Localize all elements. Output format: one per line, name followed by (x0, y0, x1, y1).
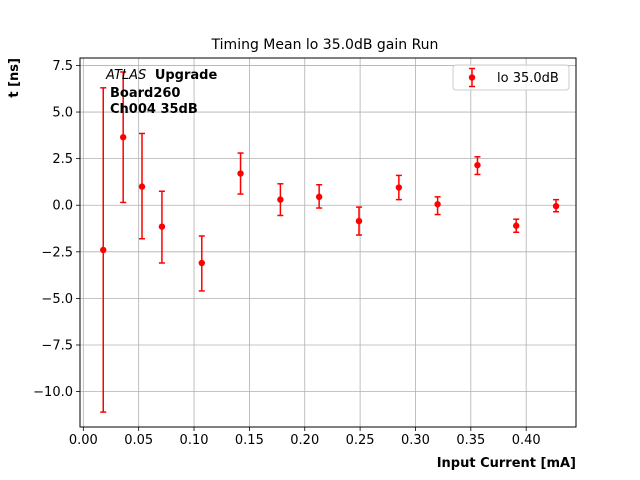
data-point (138, 132, 146, 240)
data-marker (198, 259, 205, 267)
x-ticks: 0.00 0.05 0.10 0.15 0.20 0.25 0.30 0.35 0.40 (69, 427, 541, 448)
data-marker (119, 134, 127, 141)
data-point (277, 183, 284, 217)
data-marker (100, 246, 107, 254)
data-point (158, 190, 166, 264)
data-point (119, 71, 127, 204)
data-point (237, 152, 244, 195)
y-tick-label: −7.5 (41, 339, 73, 354)
data-point (100, 87, 107, 413)
y-tick-label: 2.5 (52, 152, 73, 167)
data-marker (315, 193, 323, 201)
data-point (395, 174, 403, 201)
x-axis-label: Input Current [mA] (437, 456, 576, 471)
svg-text:ATLAS Upgrade: ATLAS Upgrade (105, 68, 217, 83)
legend-label: lo 35.0dB (497, 71, 559, 86)
legend-box (452, 64, 570, 91)
x-tick-label: 0.00 (69, 433, 98, 448)
data-point (355, 206, 363, 236)
x-tick-label: 0.20 (290, 433, 319, 448)
legend-marker (468, 67, 476, 88)
x-tick-label: 0.10 (180, 433, 209, 448)
data-marker (552, 202, 560, 210)
data-point (198, 235, 205, 292)
x-tick-label: 0.05 (124, 433, 153, 448)
data-marker (513, 222, 520, 229)
grid (80, 58, 576, 427)
data-marker (395, 184, 403, 191)
y-ticks: −10.0 −7.5 −5.0 −2.5 0.0 2.5 5.0 7.5 (33, 59, 80, 400)
channel-label: Ch004 35dB (110, 102, 198, 117)
data-point (513, 218, 520, 233)
y-tick-label: 5.0 (52, 106, 73, 121)
legend: lo 35.0dB (452, 64, 570, 91)
y-tick-label: −10.0 (33, 385, 73, 400)
plot-frame (79, 57, 577, 428)
x-tick-label: 0.25 (346, 433, 375, 448)
data-point (315, 183, 323, 209)
chart-title: Timing Mean lo 35.0dB gain Run (211, 37, 439, 53)
atlas-annotation: ATLAS Upgrade Board260 Ch004 35dB (105, 68, 217, 117)
y-tick-label: 7.5 (52, 59, 73, 74)
data-marker (237, 170, 244, 177)
data-marker (138, 183, 146, 190)
x-tick-label: 0.40 (512, 433, 541, 448)
data-marker (277, 196, 284, 203)
y-axis-label: t [ns] (7, 58, 22, 98)
data-series (100, 71, 560, 413)
y-tick-label: 0.0 (52, 199, 73, 214)
y-tick-label: −5.0 (41, 292, 73, 307)
x-tick-label: 0.15 (235, 433, 264, 448)
upgrade-label: Upgrade (155, 68, 218, 83)
data-marker (434, 201, 441, 208)
data-point (434, 196, 441, 216)
data-marker (355, 217, 363, 225)
x-tick-label: 0.30 (401, 433, 430, 448)
data-point (474, 156, 481, 176)
data-marker (474, 161, 481, 169)
data-point (552, 198, 560, 213)
board-label: Board260 (110, 86, 180, 101)
x-tick-label: 0.35 (456, 433, 485, 448)
y-tick-label: −2.5 (41, 245, 73, 260)
data-marker (158, 223, 166, 230)
atlas-label: ATLAS (105, 68, 146, 83)
